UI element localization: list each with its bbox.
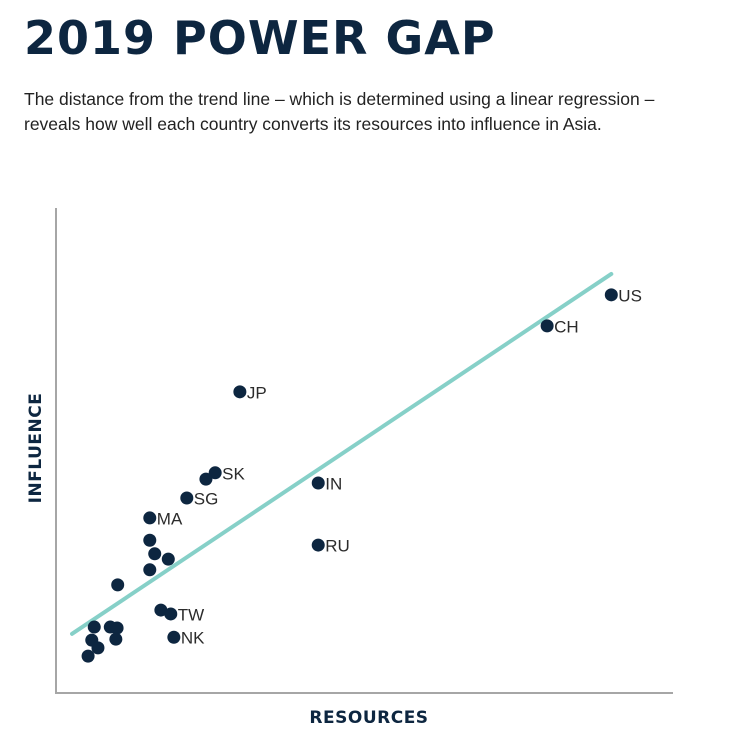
data-point (143, 533, 157, 547)
point-label-sk: SK (222, 464, 245, 483)
data-point (91, 641, 105, 655)
point-label-sg: SG (194, 490, 219, 509)
y-axis-label: INFLUENCE (26, 393, 46, 504)
point-label-us: US (618, 286, 642, 305)
point-label-nk: NK (181, 629, 205, 648)
page-title: 2019 POWER GAP (24, 11, 496, 65)
data-point-tw (164, 607, 178, 621)
data-point (87, 620, 101, 634)
data-point-us (604, 288, 618, 302)
data-point (111, 578, 125, 592)
data-point-sg (180, 491, 194, 505)
data-point-ch (540, 319, 554, 333)
point-label-tw: TW (178, 605, 204, 624)
data-point (81, 649, 95, 663)
data-point-jp (233, 385, 247, 399)
data-point (154, 603, 168, 617)
data-point (199, 472, 213, 486)
data-point (161, 552, 175, 566)
data-point (109, 632, 123, 646)
data-point (148, 547, 162, 561)
point-label-ru: RU (325, 537, 350, 556)
trend-line (70, 271, 614, 636)
point-label-ma: MA (157, 509, 183, 528)
x-axis-label: RESOURCES (309, 708, 428, 728)
data-point-ru (311, 538, 325, 552)
point-label-in: IN (325, 474, 342, 493)
data-point-ma (143, 511, 157, 525)
data-point-nk (167, 630, 181, 644)
data-point-in (311, 476, 325, 490)
data-point-sk (208, 466, 222, 480)
point-label-jp: JP (247, 383, 267, 402)
data-point (143, 563, 157, 577)
data-point (110, 621, 124, 635)
point-label-ch: CH (554, 317, 579, 336)
chart-description: The distance from the trend line – which… (24, 89, 655, 134)
